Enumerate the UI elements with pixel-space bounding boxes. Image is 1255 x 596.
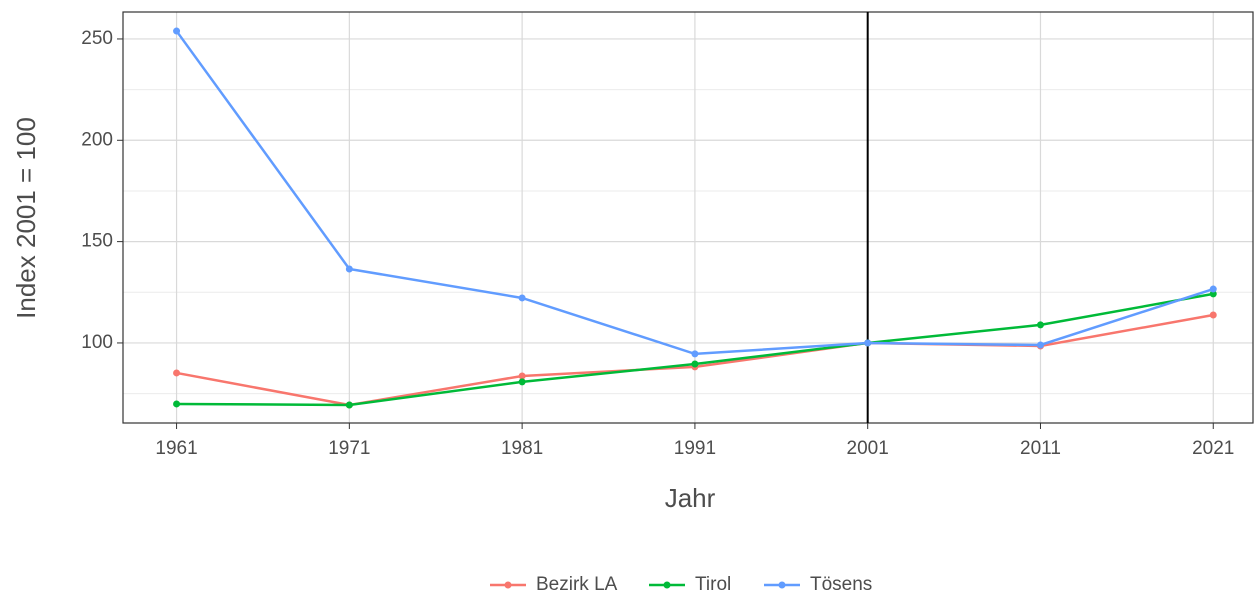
x-tick-label: 2011 <box>1020 438 1061 459</box>
point <box>345 265 353 273</box>
legend-key-point <box>504 581 512 589</box>
point <box>1209 285 1217 293</box>
y-tick-label: 250 <box>81 28 113 49</box>
y-axis-label: Index 2001 = 100 <box>11 117 41 319</box>
x-tick-label: 2001 <box>847 438 889 459</box>
y-tick-label: 200 <box>81 129 113 150</box>
legend-label: Bezirk LA <box>536 574 618 595</box>
point <box>691 350 699 358</box>
point <box>1209 311 1217 319</box>
point <box>173 400 181 408</box>
point <box>173 27 181 35</box>
legend-key-point <box>663 581 671 589</box>
point <box>1209 290 1217 298</box>
point <box>864 339 872 347</box>
point <box>1036 341 1044 349</box>
point <box>691 360 699 368</box>
x-tick-label: 1991 <box>674 438 716 459</box>
point <box>345 401 353 409</box>
point <box>518 372 526 380</box>
point <box>1036 321 1044 329</box>
y-tick-label: 150 <box>81 231 113 252</box>
x-tick-label: 2021 <box>1192 438 1234 459</box>
legend-label: Tösens <box>810 574 872 595</box>
legend-key-point <box>778 581 786 589</box>
point <box>518 294 526 302</box>
x-axis-label: Jahr <box>665 483 716 513</box>
x-tick-label: 1971 <box>328 438 370 459</box>
x-tick-label: 1981 <box>501 438 543 459</box>
plot-border <box>122 11 1254 424</box>
point <box>518 378 526 386</box>
x-tick-label: 1961 <box>155 438 197 459</box>
point <box>173 369 181 377</box>
y-tick-label: 100 <box>81 332 113 353</box>
legend-label: Tirol <box>695 574 731 595</box>
